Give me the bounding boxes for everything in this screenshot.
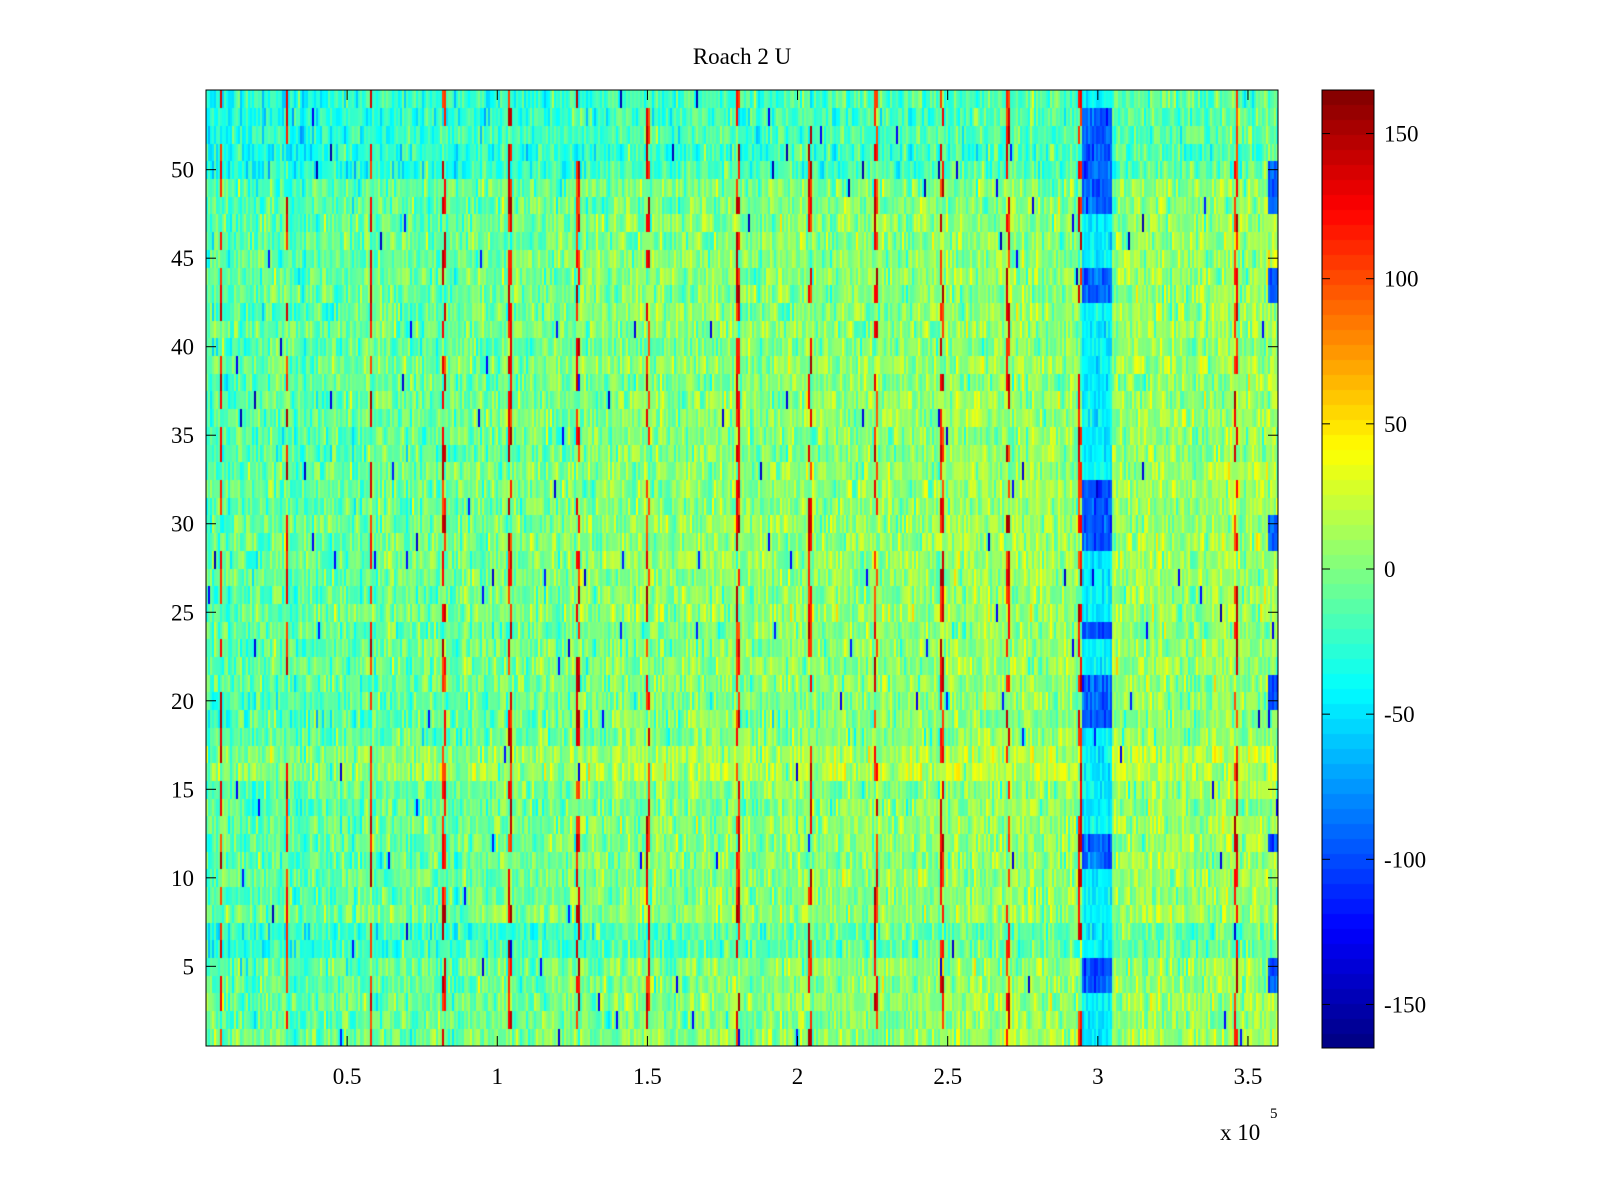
colorbar-tick-label: -150 xyxy=(1384,992,1426,1017)
y-axis: 5 10 15 20 25 30 35 40 45 50 xyxy=(171,158,1278,979)
x-tick-label: 2.5 xyxy=(933,1064,962,1089)
y-tick-label: 50 xyxy=(171,158,194,183)
colorbar: -150 -100 -50 0 50 100 150 xyxy=(1321,89,1426,1049)
y-tick-label: 10 xyxy=(171,866,194,891)
y-tick-label: 40 xyxy=(171,335,194,360)
colorbar-tick-label: 50 xyxy=(1384,412,1407,437)
x-exponent-base: x 10 xyxy=(1220,1120,1260,1145)
y-tick-label: 5 xyxy=(183,954,195,979)
chart-title: Roach 2 U xyxy=(693,44,792,69)
colorbar-tick-label: 0 xyxy=(1384,557,1396,582)
x-tick-label: 2 xyxy=(792,1064,804,1089)
colorbar-tick-label: 150 xyxy=(1384,122,1419,147)
x-tick-label: 1.5 xyxy=(633,1064,662,1089)
colorbar-tick-label: -100 xyxy=(1384,847,1426,872)
heatmap-plot-area xyxy=(205,89,1279,1047)
x-tick-label: 3 xyxy=(1092,1064,1104,1089)
x-axis: 0.5 1 1.5 2 2.5 3 3.5 xyxy=(333,90,1263,1089)
heatmap-image xyxy=(206,90,1278,1046)
y-tick-label: 15 xyxy=(171,777,194,802)
colorbar-tick-label: 100 xyxy=(1384,267,1419,292)
x-tick-label: 0.5 xyxy=(333,1064,362,1089)
plot-frame xyxy=(205,89,1279,1047)
x-tick-label: 1 xyxy=(492,1064,504,1089)
colorbar-ticks: -150 -100 -50 0 50 100 150 xyxy=(1322,122,1426,1017)
y-tick-label: 30 xyxy=(171,512,194,537)
y-tick-label: 45 xyxy=(171,246,194,271)
x-exponent-power: 5 xyxy=(1270,1106,1278,1122)
y-tick-label: 25 xyxy=(171,600,194,625)
y-tick-label: 35 xyxy=(171,423,194,448)
y-tick-label: 20 xyxy=(171,689,194,714)
colorbar-tick-label: -50 xyxy=(1384,702,1415,727)
x-exponent-label: x 10 5 xyxy=(1220,1106,1278,1145)
x-tick-label: 3.5 xyxy=(1234,1064,1263,1089)
colorbar-gradient xyxy=(1322,90,1374,1048)
